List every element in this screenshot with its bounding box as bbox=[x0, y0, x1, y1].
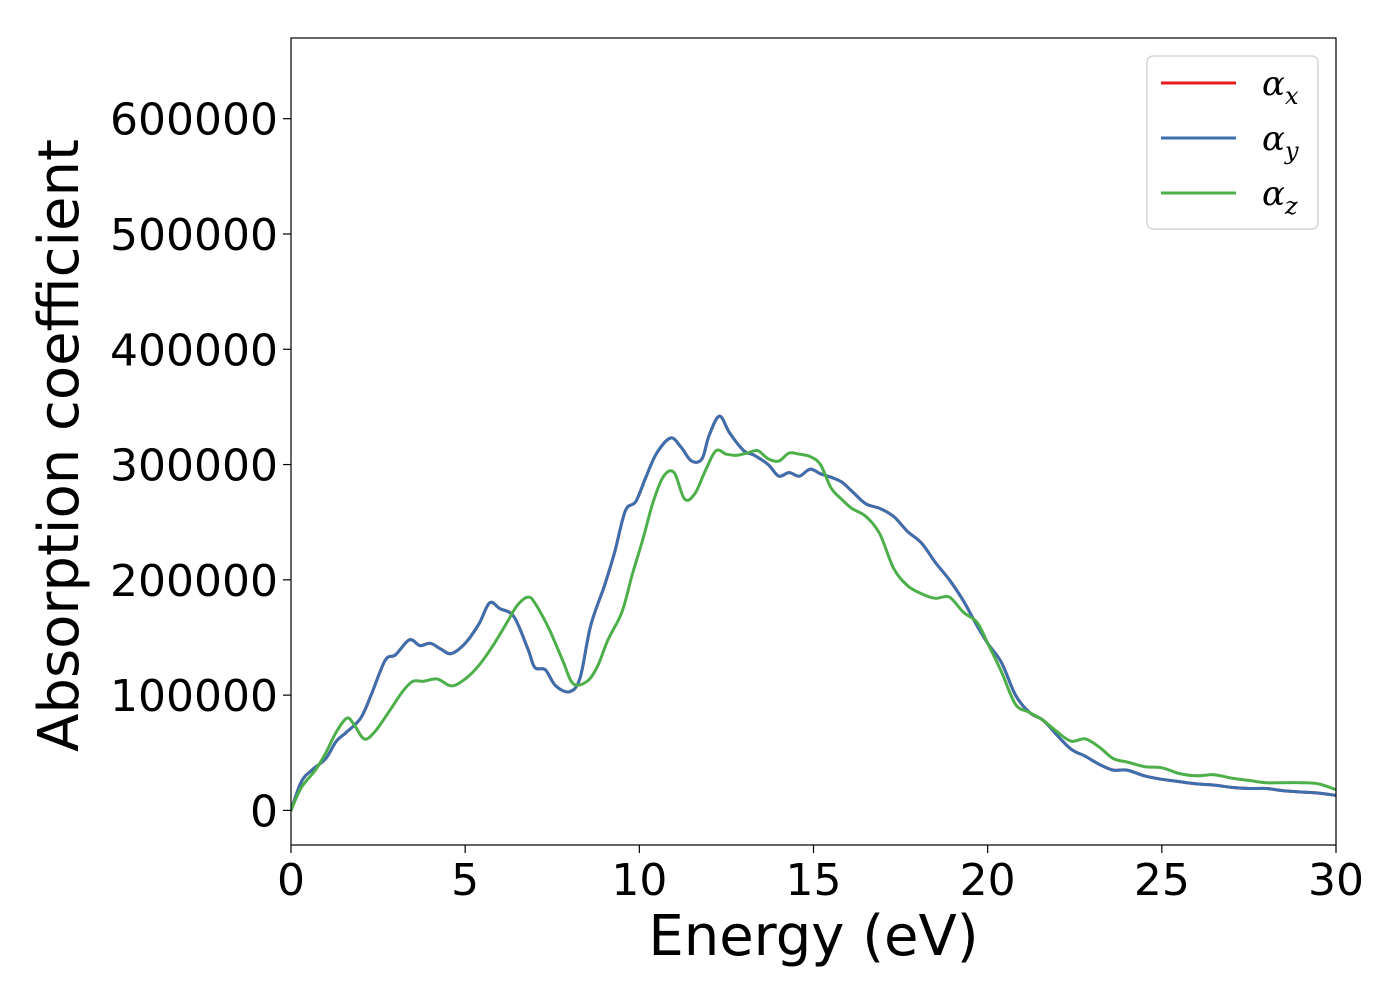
legend-label-x: αx bbox=[1262, 64, 1299, 110]
y-axis: 0 100000 200000 300000 400000 500000 600000 bbox=[110, 95, 291, 837]
y-tick-label: 400000 bbox=[110, 325, 278, 376]
y-tick-label: 200000 bbox=[110, 556, 278, 607]
series-line-z bbox=[291, 448, 1336, 812]
x-tick-label: 30 bbox=[1308, 855, 1364, 906]
x-tick-label: 15 bbox=[786, 855, 842, 906]
x-axis: 0 5 10 15 20 25 30 bbox=[277, 845, 1364, 906]
x-tick-label: 25 bbox=[1134, 855, 1190, 906]
x-tick-label: 10 bbox=[611, 855, 667, 906]
x-tick-label: 20 bbox=[960, 855, 1016, 906]
plot-frame bbox=[290, 37, 1337, 846]
x-tick-label: 0 bbox=[277, 855, 305, 906]
y-tick-label: 0 bbox=[250, 786, 278, 837]
series-line-y bbox=[291, 414, 1336, 812]
y-tick-label: 300000 bbox=[110, 441, 278, 492]
legend-box bbox=[1146, 55, 1319, 230]
series-layer bbox=[291, 414, 1336, 812]
y-tick-label: 500000 bbox=[110, 210, 278, 261]
y-tick-label: 100000 bbox=[110, 671, 278, 722]
y-tick-label: 600000 bbox=[110, 95, 278, 146]
x-axis-title: Energy (eV) bbox=[648, 904, 978, 969]
y-axis-title: Absorption coefficient bbox=[27, 139, 92, 752]
x-tick-label: 5 bbox=[451, 855, 479, 906]
legend-label-z: αz bbox=[1262, 174, 1298, 220]
legend-label-y: αy bbox=[1262, 119, 1299, 165]
legend: αx αy αz bbox=[1146, 55, 1319, 230]
